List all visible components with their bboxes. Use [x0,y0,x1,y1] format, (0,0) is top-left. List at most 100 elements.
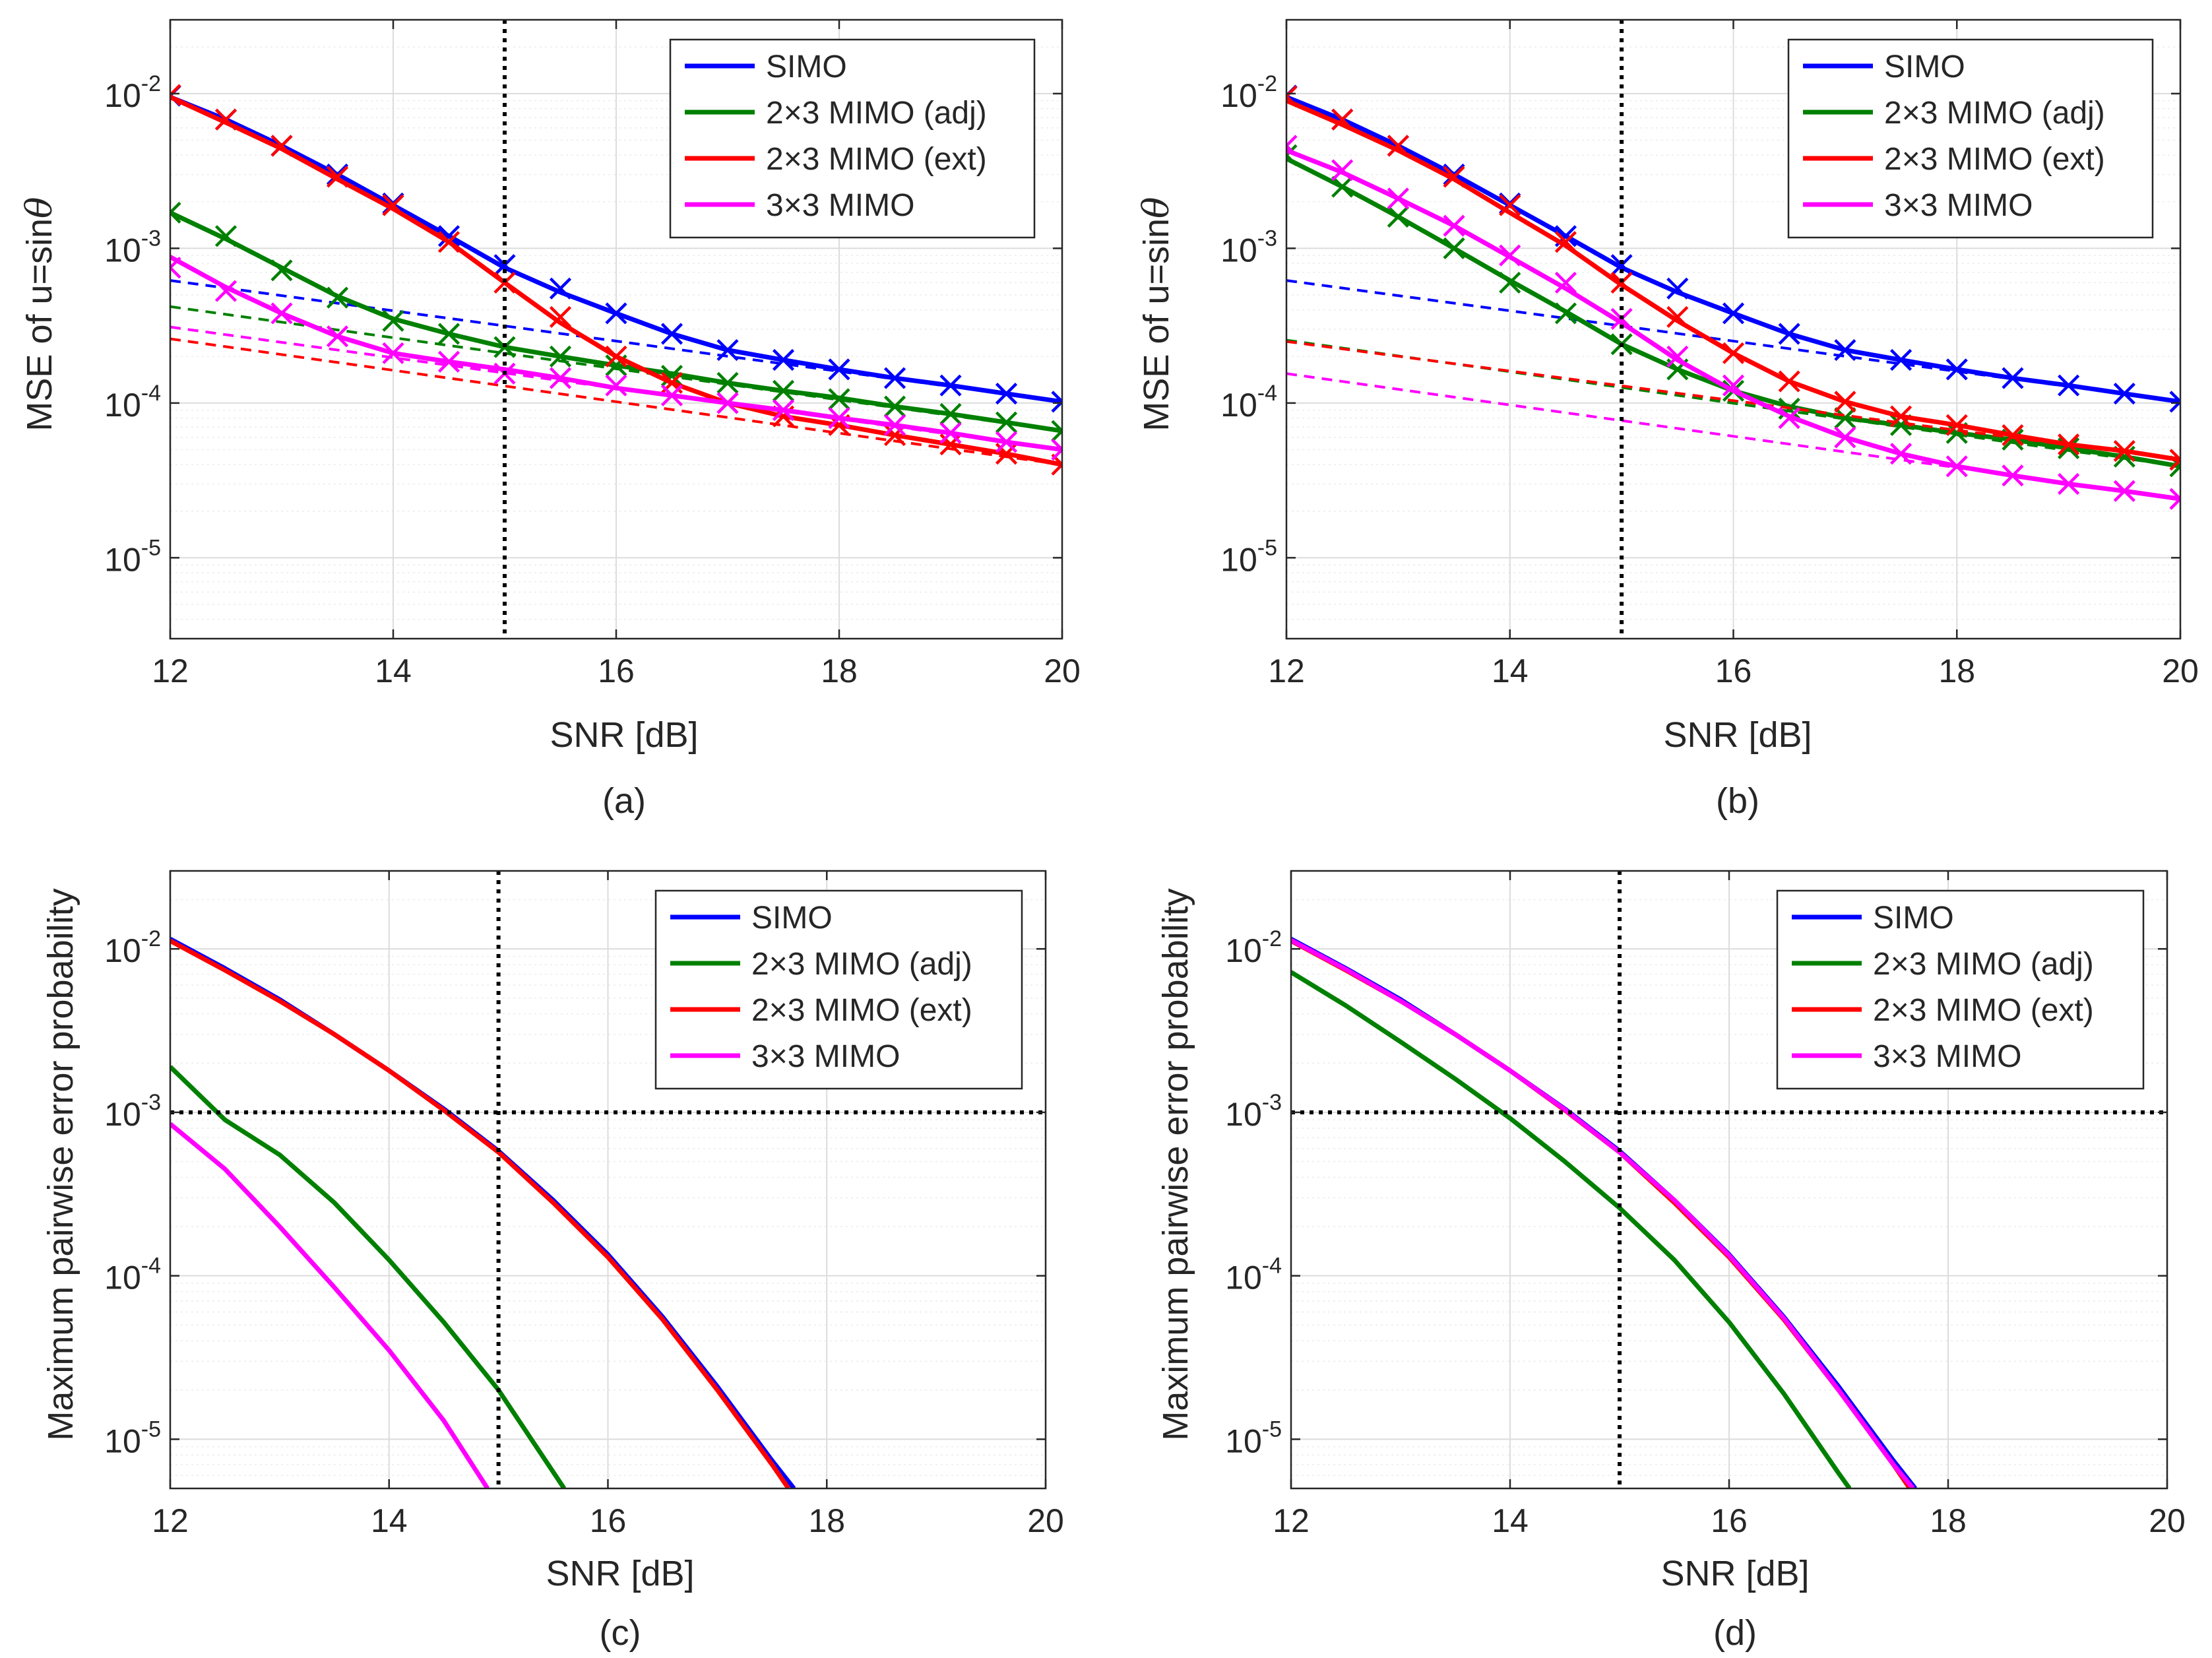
panel-c-xlabel: SNR [dB] [546,1554,694,1593]
y-tick-label: 10-3 [1225,1090,1282,1133]
panel-d-ylabel: Maximum pairwise error probability [1156,888,1195,1440]
panel-a-series-group [170,84,1062,476]
data-point-marker [1778,323,1800,345]
data-point-marker [1554,302,1577,325]
series-dashed-line [1286,372,2180,501]
x-tick-label: 14 [375,653,412,689]
legend-entry: 2×3 MIMO (adj) [766,96,987,131]
y-tick-label: 10-5 [104,1417,161,1459]
legend-entry: 3×3 MIMO [766,188,914,223]
panel-b-caption: (b) [1716,781,1759,821]
panel-c-caption: (c) [600,1613,641,1653]
data-point-marker [1286,144,1298,166]
data-point-marker [270,135,293,157]
panel-a-legend: SIMO 2×3 MIMO (adj) 2×3 MIMO (ext) 3×3 MIMO [669,38,1036,239]
data-point-marker [828,358,850,381]
y-tick-label: 10-5 [1220,535,1277,578]
data-point-marker [1331,159,1354,181]
y-tick-label: 10-2 [1220,71,1277,114]
y-tick-label: 10-5 [104,535,161,578]
data-point-marker [1499,244,1521,267]
legend-entry: 2×3 MIMO (ext) [751,993,972,1028]
x-tick-label: 16 [1711,1502,1748,1539]
data-point-marker [1610,254,1633,276]
data-point-marker [772,379,795,402]
data-point-marker [1889,348,1912,371]
data-point-marker [1834,391,1856,413]
series-dashed-line [1286,340,2180,461]
x-tick-label: 12 [152,1502,189,1539]
x-tick-label: 14 [1492,1502,1529,1539]
y-tick-label: 10-4 [104,1254,161,1296]
data-point-marker [214,108,237,131]
panel-b: MSE of u=sinθ SNR [dB] (b) [1135,197,1812,821]
data-point-marker [1778,407,1800,430]
data-point-marker [2169,449,2180,471]
data-point-marker [2169,488,2180,510]
data-point-marker [828,407,850,430]
x-tick-label: 14 [1492,653,1529,689]
data-point-marker [493,254,516,276]
series-line [170,1122,490,1488]
series-line [1291,970,1852,1488]
legend-entry: 3×3 MIMO [751,1039,900,1074]
data-point-marker [772,348,795,371]
y-tick-label: 10-4 [1225,1254,1282,1296]
series-dashed-line [1286,279,2180,403]
y-tick-label: 10-2 [104,926,161,969]
data-point-marker [1051,391,1062,413]
series-dashed-line [170,337,1062,466]
data-point-marker [1834,407,1856,430]
data-point-marker [1666,277,1689,300]
data-point-marker [1554,231,1577,253]
data-point-marker [437,350,460,373]
panel-b-legend: SIMO 2×3 MIMO (adj) 2×3 MIMO (ext) 3×3 MIMO [1787,38,2154,239]
data-point-marker [1051,438,1062,461]
panel-a-caption: (a) [602,781,646,821]
data-point-marker [1051,420,1062,442]
x-tick-label: 12 [152,653,189,689]
data-point-marker [1778,370,1800,393]
data-point-marker [1722,302,1745,325]
data-point-marker [382,309,404,332]
legend-entry: 2×3 MIMO (ext) [1884,142,2105,177]
data-point-marker [326,325,349,348]
data-point-marker [214,280,237,302]
data-point-marker [270,302,293,325]
x-tick-label: 12 [1273,1502,1310,1539]
y-tick-label: 10-4 [1220,381,1277,424]
x-tick-label: 14 [371,1502,408,1539]
data-point-marker [1443,237,1465,259]
y-tick-label: 10-4 [104,381,161,424]
panel-d-xlabel: SNR [dB] [1660,1554,1809,1593]
x-tick-label: 18 [821,653,858,689]
series-dashed-line [170,325,1062,451]
x-tick-label: 20 [1027,1502,1064,1539]
data-point-marker [1834,426,1856,449]
data-point-marker [660,323,683,345]
legend-entry: 2×3 MIMO (ext) [766,142,987,177]
series-line [1291,938,1915,1488]
y-tick-label: 10-2 [1225,926,1282,969]
panel-c-legend: SIMO 2×3 MIMO (adj) 2×3 MIMO (ext) 3×3 MIMO [654,889,1023,1090]
legend-entry: 3×3 MIMO [1884,188,2033,223]
y-tick-label: 10-3 [104,1090,161,1133]
data-point-marker [1331,175,1354,198]
panel-a-plot: 12 14 16 18 20 10-2 10-3 10-4 10-5 SIMO 2×3 MIMO (… [104,18,1081,689]
panel-a-xlabel: SNR [dB] [550,715,698,755]
data-point-marker [939,402,962,426]
legend-entry: SIMO [1884,49,1965,84]
data-point-marker [605,374,627,397]
data-point-marker [1666,345,1689,367]
data-point-marker [437,323,460,345]
data-point-marker [1499,194,1521,216]
panel-d-legend: SIMO 2×3 MIMO (adj) 2×3 MIMO (ext) 3×3 MIMO [1776,889,2145,1090]
data-point-marker [1722,342,1745,364]
data-point-marker [1722,374,1745,397]
data-point-marker [772,399,795,422]
series-dashed-line [170,279,1062,403]
data-point-marker [1443,166,1465,188]
y-tick-label: 10-2 [104,71,161,114]
x-tick-label: 12 [1268,653,1305,689]
data-point-marker [2002,424,2024,447]
